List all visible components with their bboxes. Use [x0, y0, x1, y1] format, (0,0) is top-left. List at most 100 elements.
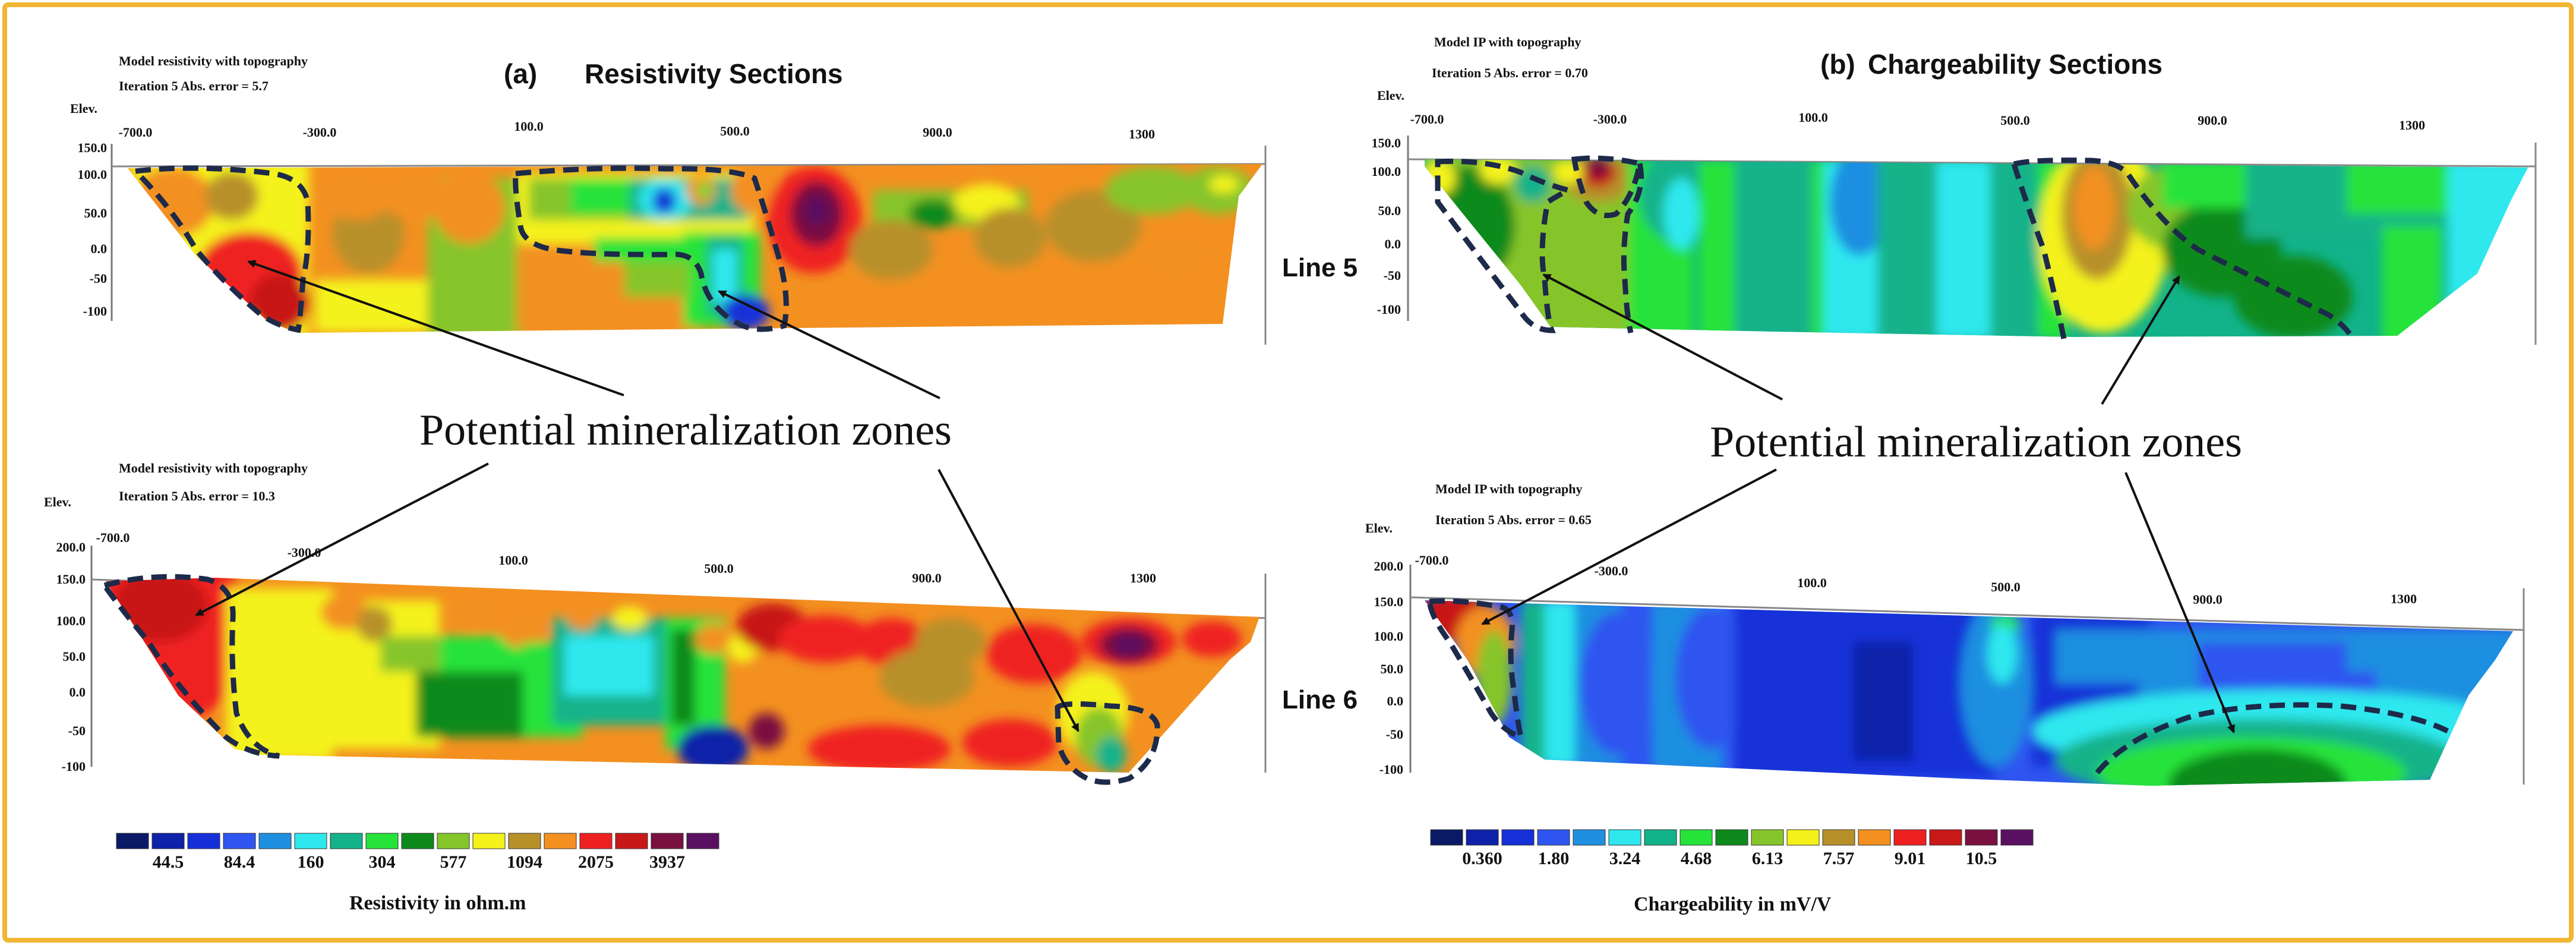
y-tick: 100.0: [1372, 164, 1401, 179]
y-tick: -50: [1384, 268, 1401, 283]
colorbar-swatch: [508, 833, 541, 849]
iteration-label: Iteration 5 Abs. error = 0.65: [1435, 512, 1592, 527]
x-tick: 500.0: [2000, 113, 2030, 128]
y-tick: 0.0: [91, 241, 108, 256]
x-tick: 100.0: [514, 119, 544, 134]
colorbar-swatch: [579, 833, 613, 849]
colorbar-swatch: [258, 833, 292, 849]
colorbar-tick-label: 44.5: [153, 852, 184, 872]
x-tick: 1300: [2391, 591, 2417, 606]
colorbar-tick-label: 0.360: [1462, 849, 1502, 868]
section-resistivity-line5: Model resistivity with topography Iterat…: [70, 53, 1267, 345]
y-tick: 100.0: [56, 613, 86, 628]
zone-outline: [1435, 155, 2356, 342]
x-tick: -700.0: [119, 125, 153, 140]
elev-label: Elev.: [1377, 88, 1404, 103]
colorbar-swatch: [1466, 829, 1499, 846]
y-tick: 200.0: [56, 540, 86, 555]
colorbar-swatch: [1893, 829, 1927, 846]
x-tick: -300.0: [1595, 563, 1628, 578]
x-tick: 500.0: [1991, 579, 2021, 594]
colorbar-swatch: [1751, 829, 1784, 846]
iteration-label: Iteration 5 Abs. error = 5.7: [119, 78, 269, 93]
x-tick: 900.0: [2198, 113, 2227, 128]
colorbar-chargeability-title: Chargeability in mV/V: [1634, 893, 1832, 915]
y-tick: 50.0: [1378, 203, 1401, 218]
colorbar-resistivity-title: Resistivity in ohm.m: [349, 892, 526, 914]
colorbar-tick-label: 9.01: [1895, 849, 1926, 868]
x-tick: 1300: [2399, 118, 2425, 133]
colorbar-chargeability: 0.360 1.80 3.24 4.68 6.13 7.57 9.01 10.5: [1430, 829, 2034, 868]
x-tick: -300.0: [1593, 112, 1627, 127]
section-resistivity-line6: Model resistivity with topography Iterat…: [44, 461, 1267, 785]
colorbar-swatch: [116, 833, 149, 849]
colorbar-swatch: [365, 833, 399, 849]
y-tick: -100: [1379, 762, 1403, 777]
x-tick: -300.0: [303, 125, 337, 140]
colorbar-swatch: [686, 833, 719, 849]
colorbar-swatch: [1573, 829, 1606, 846]
x-tick: 900.0: [923, 125, 952, 140]
y-tick: 200.0: [1374, 559, 1404, 574]
iteration-label: Iteration 5 Abs. error = 10.3: [119, 489, 275, 503]
colorbar-tick-label: 3.24: [1609, 849, 1641, 868]
x-tick: 1300: [1130, 571, 1156, 585]
y-tick: 100.0: [1374, 629, 1404, 644]
colorbar-resistivity: 44.5 84.4 160 304 577 1094 2075 3937: [116, 833, 719, 872]
y-tick: 100.0: [78, 167, 108, 182]
x-tick: -700.0: [96, 530, 130, 545]
colorbar-swatch: [151, 833, 185, 849]
iteration-label: Iteration 5 Abs. error = 0.70: [1432, 65, 1588, 80]
colorbar-swatch: [1537, 829, 1570, 846]
panel-a-letter: (a): [504, 58, 537, 89]
resistivity-section-line6: [106, 578, 1259, 773]
colorbar-tick-label: 6.13: [1752, 849, 1783, 868]
chargeability-section-line6: [1425, 600, 2513, 786]
colorbar-tick-label: 2075: [578, 852, 614, 872]
colorbar-swatch: [651, 833, 684, 849]
colorbar-tick-label: 10.5: [1966, 849, 1997, 868]
colorbar-tick-label: 84.4: [224, 852, 255, 872]
model-title: Model resistivity with topography: [119, 461, 308, 475]
x-tick: -700.0: [1410, 112, 1444, 127]
annotation-arrows: [195, 260, 2235, 733]
zone-outline: [100, 574, 1160, 785]
y-tick: 150.0: [1372, 136, 1401, 150]
y-tick: -100: [1377, 302, 1401, 317]
model-title: Model IP with topography: [1435, 481, 1583, 496]
colorbar-swatch: [2000, 829, 2034, 846]
y-tick: 50.0: [84, 206, 108, 220]
panel-b-title: Chargeability Sections: [1868, 49, 2163, 80]
colorbar-swatch: [223, 833, 256, 849]
y-tick: -50: [68, 723, 86, 738]
colorbar-swatch: [544, 833, 577, 849]
colorbar-swatch: [294, 833, 327, 849]
y-tick: 150.0: [78, 140, 108, 155]
annotation-right: Potential mineralization zones: [1710, 418, 2242, 467]
panel-b-letter: (b): [1820, 49, 1855, 80]
colorbar-swatch: [1644, 829, 1677, 846]
y-tick: -100: [83, 304, 107, 319]
x-tick: 100.0: [1797, 575, 1827, 590]
colorbar-tick-label: 3937: [649, 852, 685, 872]
x-tick: 500.0: [720, 124, 750, 138]
section-chargeability-line6: Model IP with topography Iteration 5 Abs…: [1365, 481, 2525, 786]
model-title: Model resistivity with topography: [119, 53, 308, 68]
resistivity-section-line5: [128, 164, 1262, 333]
panel-a-title: Resistivity Sections: [585, 58, 843, 89]
colorbar-swatch: [1858, 829, 1891, 846]
colorbar-tick-label: 1.80: [1538, 849, 1570, 868]
colorbar-swatch: [187, 833, 220, 849]
x-tick: 900.0: [912, 571, 942, 585]
colorbar-tick-label: 160: [298, 852, 324, 872]
colorbar-swatch: [615, 833, 648, 849]
line-5-label: Line 5: [1282, 253, 1358, 282]
zone-outline: [1426, 598, 2449, 774]
y-tick: -50: [1386, 727, 1403, 742]
x-tick: 500.0: [704, 561, 734, 576]
colorbar-swatch: [472, 833, 506, 849]
colorbar-swatch: [1786, 829, 1820, 846]
